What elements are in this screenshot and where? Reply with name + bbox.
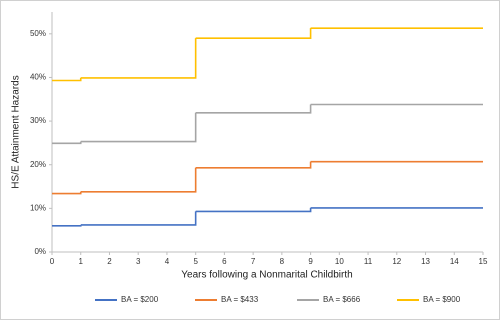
- step-segment: [195, 28, 312, 39]
- step-segment: [80, 38, 197, 79]
- x-tick-label: 14: [450, 257, 459, 266]
- step-segment: [195, 161, 312, 169]
- x-tick-label: 0: [50, 257, 55, 266]
- x-tick-label: 10: [335, 257, 344, 266]
- step-segment: [52, 191, 82, 195]
- step-segment: [52, 141, 82, 145]
- x-tick-label: 13: [421, 257, 430, 266]
- x-tick-label: 4: [165, 257, 170, 266]
- x-tick-label: 11: [364, 257, 373, 266]
- step-segment: [52, 224, 82, 227]
- legend-label: BA = $433: [221, 295, 259, 304]
- legend-label: BA = $666: [323, 295, 361, 304]
- x-tick-label: 6: [222, 257, 227, 266]
- legend-label: BA = $200: [121, 295, 159, 304]
- x-tick-label: 2: [107, 257, 112, 266]
- step-segment: [195, 104, 312, 114]
- x-tick-label: 5: [193, 257, 198, 266]
- x-tick-label: 8: [280, 257, 285, 266]
- step-segment: [80, 112, 197, 143]
- x-axis-title: Years following a Nonmarital Childbirth: [181, 270, 352, 281]
- x-tick-label: 9: [308, 257, 313, 266]
- y-tick-label: 0%: [34, 247, 46, 256]
- x-tick-label: 1: [79, 257, 84, 266]
- step-segment: [80, 211, 197, 226]
- y-tick-label: 30%: [30, 116, 46, 125]
- y-tick-label: 40%: [30, 73, 46, 82]
- x-tick-label: 15: [479, 257, 488, 266]
- legend-label: BA = $900: [423, 295, 461, 304]
- y-tick-label: 50%: [30, 29, 46, 38]
- x-tick-label: 12: [392, 257, 401, 266]
- y-tick-label: 10%: [30, 203, 46, 212]
- step-segment: [195, 207, 312, 213]
- x-tick-label: 7: [251, 257, 256, 266]
- step-segment: [80, 167, 197, 193]
- y-axis-title: HS/E Attainment Hazards: [11, 75, 22, 188]
- y-tick-label: 20%: [30, 160, 46, 169]
- step-segment: [52, 77, 82, 82]
- x-tick-label: 3: [136, 257, 141, 266]
